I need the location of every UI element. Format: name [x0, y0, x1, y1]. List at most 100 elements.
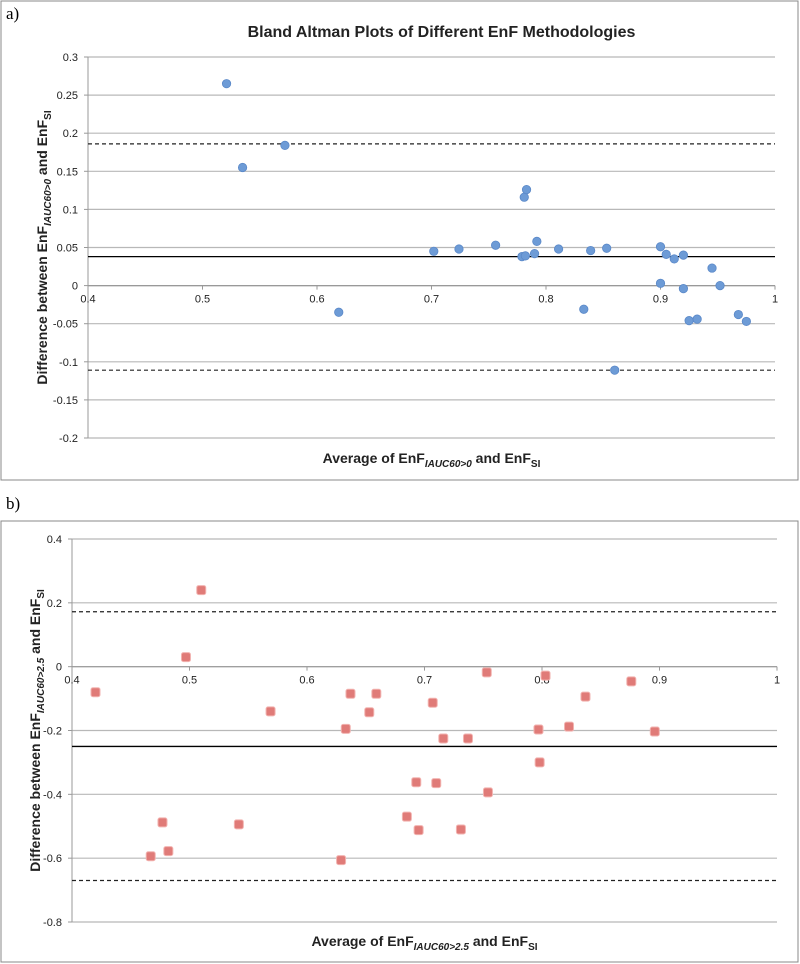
data-point: [733, 309, 743, 320]
x-tick-label: 0.5: [195, 294, 210, 306]
y-tick-label: -0.15: [53, 395, 78, 407]
data-point: [678, 284, 689, 294]
panel-label-a: a): [6, 4, 20, 23]
data-point: [90, 687, 101, 698]
data-point: [371, 688, 382, 699]
data-point: [586, 245, 596, 256]
y-tick-label: 0.4: [47, 534, 62, 546]
y-tick-label: 0.05: [57, 243, 78, 255]
y-tick-label: 0.15: [57, 166, 78, 178]
data-point: [602, 243, 612, 253]
y-tick-label: 0.2: [63, 128, 78, 140]
data-point: [364, 707, 375, 718]
chart-b-frame: [0, 520, 799, 963]
data-point: [491, 240, 501, 250]
x-tick-label: 0.7: [424, 294, 439, 306]
data-point: [233, 819, 244, 830]
data-point: [564, 721, 575, 732]
data-point: [145, 851, 156, 862]
data-point: [649, 726, 660, 737]
y-tick-label: 0: [72, 281, 78, 293]
panel-label-b: b): [6, 494, 21, 513]
data-point: [533, 724, 544, 735]
x-tick-label: 0.4: [64, 675, 79, 687]
x-tick-label: 0.9: [652, 675, 667, 687]
x-tick-label: 1: [774, 675, 780, 687]
x-tick-label: 1: [772, 294, 778, 306]
data-point: [345, 688, 356, 699]
y-tick-label: -0.2: [59, 433, 78, 445]
data-point: [580, 691, 591, 702]
data-point: [553, 244, 564, 254]
data-point: [669, 254, 679, 264]
data-point: [519, 192, 529, 202]
x-tick-label: 0.4: [80, 294, 95, 306]
y-tick-label: 0.25: [57, 90, 78, 102]
data-point: [626, 676, 637, 687]
data-point: [163, 846, 174, 857]
data-point: [540, 670, 551, 681]
y-tick-label: -0.2: [43, 726, 62, 738]
data-point: [520, 251, 530, 261]
data-point: [265, 706, 276, 717]
y-tick-label: -0.1: [59, 357, 78, 369]
x-tick-label: 0.7: [417, 675, 432, 687]
data-point: [413, 825, 424, 836]
data-point: [429, 246, 439, 256]
y-tick-label: 0.2: [47, 598, 62, 610]
data-point: [610, 365, 620, 375]
x-axis-title: Average of EnFIAUC60>0 and EnFSI: [323, 450, 541, 470]
data-point: [336, 855, 347, 866]
data-point: [482, 787, 493, 798]
data-point: [196, 585, 207, 596]
data-point: [529, 248, 540, 259]
data-point: [157, 817, 168, 828]
data-point: [334, 307, 344, 317]
y-axis-title: Difference between EnFIAUC60>0 and EnFSI: [34, 110, 54, 384]
y-tick-label: -0.8: [43, 917, 62, 929]
data-point: [237, 162, 248, 173]
x-tick-label: 0.8: [538, 294, 553, 306]
x-axis-title: Average of EnFIAUC60>2.5 and EnFSI: [311, 933, 537, 953]
data-point: [180, 652, 191, 663]
data-point: [534, 757, 545, 768]
data-point: [678, 250, 689, 260]
data-point: [462, 733, 473, 744]
y-tick-label: 0: [56, 662, 62, 674]
data-point: [411, 777, 422, 788]
chart-a: Bland Altman Plots of Different EnF Meth…: [34, 24, 778, 470]
data-point: [454, 244, 464, 254]
data-point: [401, 811, 412, 822]
y-tick-label: 0.3: [63, 52, 78, 64]
y-tick-label: 0.1: [63, 204, 78, 216]
x-tick-label: 0.6: [309, 294, 324, 306]
x-tick-label: 0.5: [182, 675, 197, 687]
data-point: [221, 79, 232, 89]
y-tick-label: -0.6: [43, 853, 62, 865]
data-point: [455, 824, 466, 835]
data-point: [684, 316, 694, 326]
chart-title: Bland Altman Plots of Different EnF Meth…: [248, 24, 636, 41]
data-point: [340, 723, 351, 734]
chart-b: 0.40.20-0.2-0.4-0.6-0.80.4 0.5 0.6 0.7 0.8 0.…: [27, 534, 780, 953]
data-point: [427, 697, 438, 708]
data-point: [707, 263, 717, 273]
x-tick-label: 0.9: [653, 294, 668, 306]
data-point: [715, 280, 725, 291]
y-axis-title: Difference between EnFIAUC60>2.5 and EnF…: [27, 589, 47, 872]
data-point: [655, 242, 666, 252]
data-point: [579, 304, 589, 314]
data-point: [692, 314, 702, 324]
x-tick-label: 0.6: [299, 675, 314, 687]
data-point: [431, 778, 442, 789]
data-point: [280, 140, 290, 150]
data-point: [481, 667, 492, 678]
data-point: [661, 249, 671, 259]
chart-a-frame: [0, 0, 799, 481]
y-tick-label: -0.05: [53, 319, 78, 331]
data-point: [521, 184, 532, 195]
data-point: [532, 236, 542, 247]
data-point: [741, 316, 751, 327]
data-point: [655, 278, 666, 288]
